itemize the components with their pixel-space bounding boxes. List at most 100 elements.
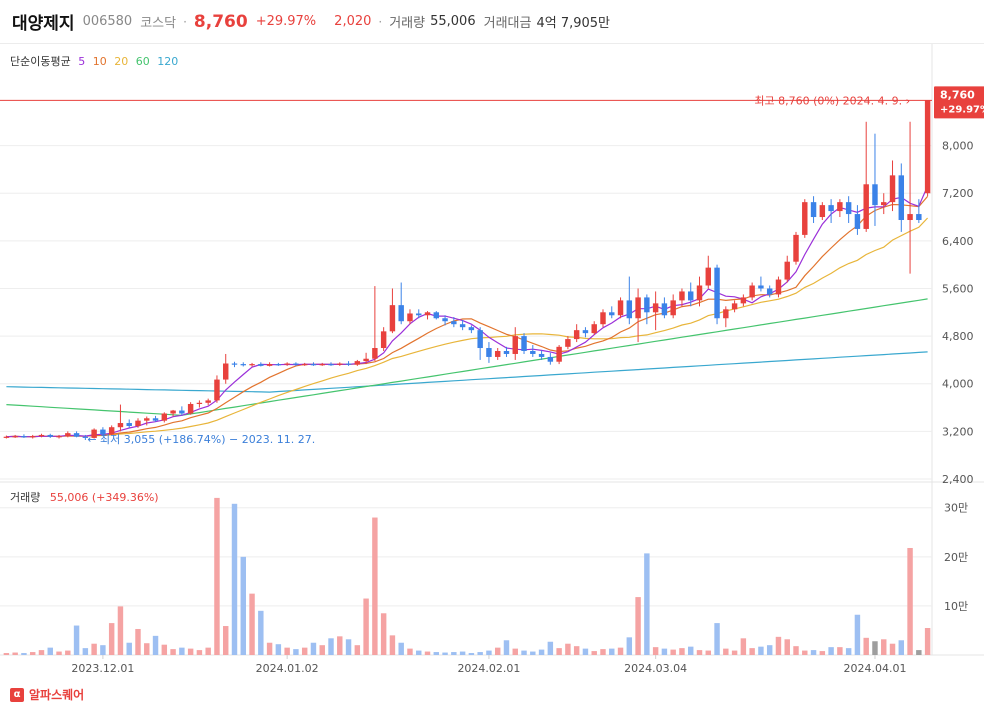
volume-bar (205, 647, 211, 655)
candle-body (635, 297, 641, 319)
candle-body (512, 336, 518, 354)
candle-body (907, 214, 913, 221)
volume-bar (626, 637, 633, 655)
volume-bar (187, 648, 194, 655)
volume-bar (135, 628, 141, 655)
candle-body (328, 364, 334, 366)
volume-tick-label: 10만 (944, 600, 968, 613)
ma5-line (6, 185, 929, 438)
price-tick-label: 2,400 (942, 473, 974, 486)
price-tick-label: 8,000 (942, 140, 974, 153)
ma120-label[interactable]: 120 (157, 55, 179, 68)
volume-bar (21, 653, 27, 655)
volume-bar (249, 593, 255, 655)
candle-body (582, 330, 589, 334)
price-volume-chart[interactable]: 2,400 3,200 4,000 4,800 5,600 6,400 7,200 8,000… (0, 44, 984, 676)
volume-bar (38, 650, 45, 655)
candle-body (407, 313, 413, 322)
volume-legend: 거래량 55,006 (+349.36%) (10, 489, 159, 505)
x-tick-label: 2024.02.01 (457, 662, 520, 675)
candle-body (231, 363, 238, 365)
volume-bar (652, 647, 659, 655)
ma60-label[interactable]: 60 (135, 55, 150, 68)
candle-body (275, 364, 282, 366)
price-tick-label: 7,200 (942, 187, 974, 200)
candle-body (854, 214, 861, 229)
volume-tick-label: 30만 (944, 502, 968, 515)
volume-bar (688, 646, 694, 655)
volume-bar (170, 649, 176, 655)
price-tick-label: 3,200 (942, 425, 974, 438)
volume-bar (398, 642, 404, 655)
volume-bar (863, 637, 869, 655)
candle-body (205, 400, 211, 403)
volume-bar (363, 598, 369, 655)
volume-legend-title: 거래량 (10, 491, 41, 504)
brand-footer: α 알파스퀘어 (10, 686, 84, 703)
ma5-label[interactable]: 5 (78, 55, 86, 68)
volume-bar (889, 643, 896, 655)
volume-bar (907, 547, 913, 655)
candle-body (617, 300, 624, 316)
candle-body (740, 297, 747, 304)
volume-bar (635, 597, 641, 655)
volume-bar (161, 644, 168, 655)
ma20-label[interactable]: 20 (114, 55, 129, 68)
candle-body (723, 309, 729, 319)
candle-body (3, 436, 10, 438)
ma10-label[interactable]: 10 (92, 55, 107, 68)
volume-bar (802, 650, 808, 655)
volume-bar (661, 648, 668, 655)
volume-bar (345, 639, 352, 655)
volume-bar (670, 649, 676, 655)
volume-bar (3, 653, 10, 655)
candle-body (258, 364, 264, 366)
candle-body (758, 285, 764, 289)
volume-legend-value: 55,006 (+349.36%) (49, 491, 159, 504)
volume-bar (433, 652, 440, 655)
x-tick-label: 2024.04.01 (843, 662, 906, 675)
volume-tick-label: 20만 (944, 551, 968, 564)
candle-body (301, 364, 308, 366)
candle-body (363, 358, 369, 362)
volume-bar (196, 650, 203, 655)
candle-body (82, 436, 89, 438)
volume-bar (73, 625, 80, 655)
volume-bar (696, 650, 703, 655)
candle-body (223, 363, 229, 380)
volume-bar (416, 650, 422, 655)
volume-bar (644, 553, 650, 655)
volume-bar (275, 644, 282, 655)
candle-body (451, 321, 457, 325)
candle-body (12, 436, 18, 438)
ma20-line (6, 217, 929, 438)
moving-average-legend: 단순이동평균 5 10 20 60 120 (10, 53, 178, 69)
volume-bar (898, 640, 905, 655)
candle-body (810, 202, 817, 218)
candle-body (433, 312, 440, 319)
volume-bar (108, 623, 115, 655)
volume-bar (451, 652, 457, 655)
brand-name[interactable]: 알파스퀘어 (29, 688, 85, 702)
candle-body (775, 279, 782, 295)
candle-body (749, 285, 755, 298)
volume-bar (319, 645, 325, 655)
candle-body (170, 410, 176, 414)
candle-body (898, 175, 905, 221)
volume-bar (100, 645, 106, 655)
volume-bar (512, 648, 518, 655)
alphasquare-logo-icon: α (10, 687, 24, 702)
current-price: 8,760 (193, 11, 248, 32)
volume-bar (266, 642, 273, 655)
candle-body (679, 291, 685, 301)
volume-bar (714, 623, 720, 655)
volume-bar (152, 635, 159, 655)
volume-bar (582, 648, 589, 655)
candle-body (766, 288, 773, 295)
volume-bar (828, 647, 834, 655)
volume-label: 거래량 (389, 16, 426, 31)
x-tick-label: 2024.03.04 (624, 662, 687, 675)
market-name: 코스닥 (140, 16, 177, 31)
volume-bar (705, 650, 711, 655)
amount-label: 거래대금 (483, 16, 532, 31)
